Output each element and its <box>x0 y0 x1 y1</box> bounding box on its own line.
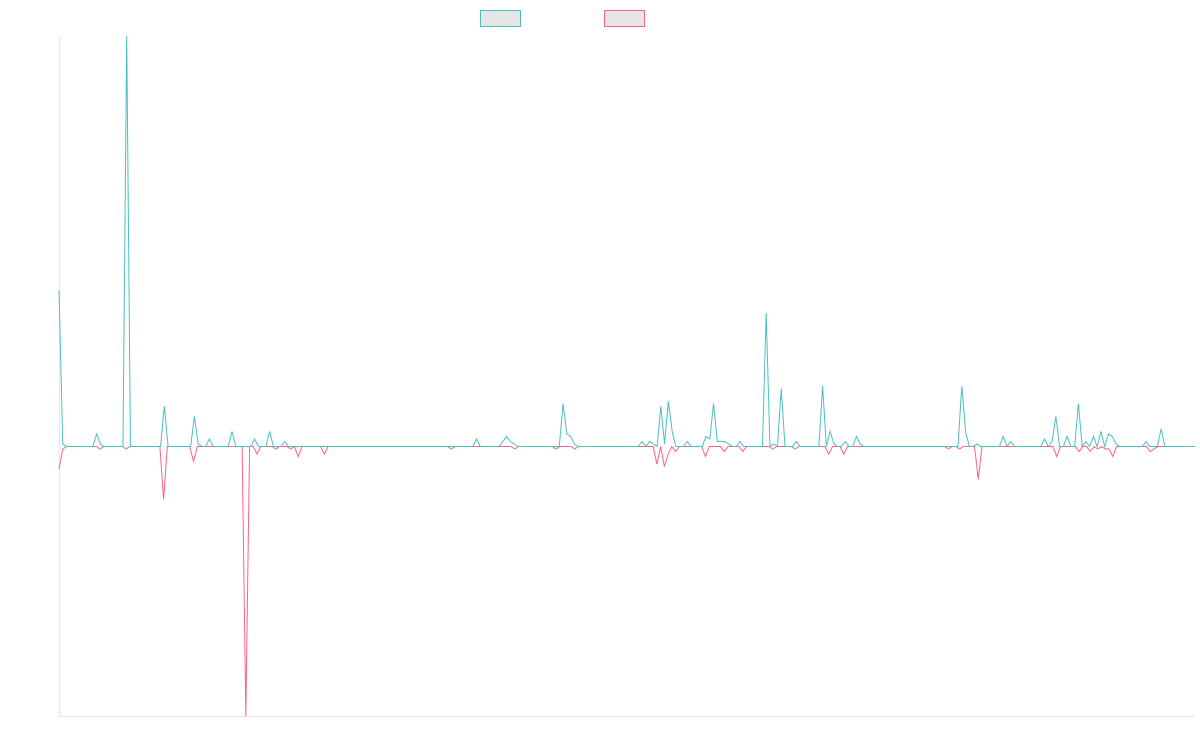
legend-item-2[interactable] <box>604 10 645 27</box>
legend-item-1[interactable] <box>480 10 521 27</box>
series-line-1 <box>58 35 1195 449</box>
series-line-2 <box>58 445 1195 717</box>
